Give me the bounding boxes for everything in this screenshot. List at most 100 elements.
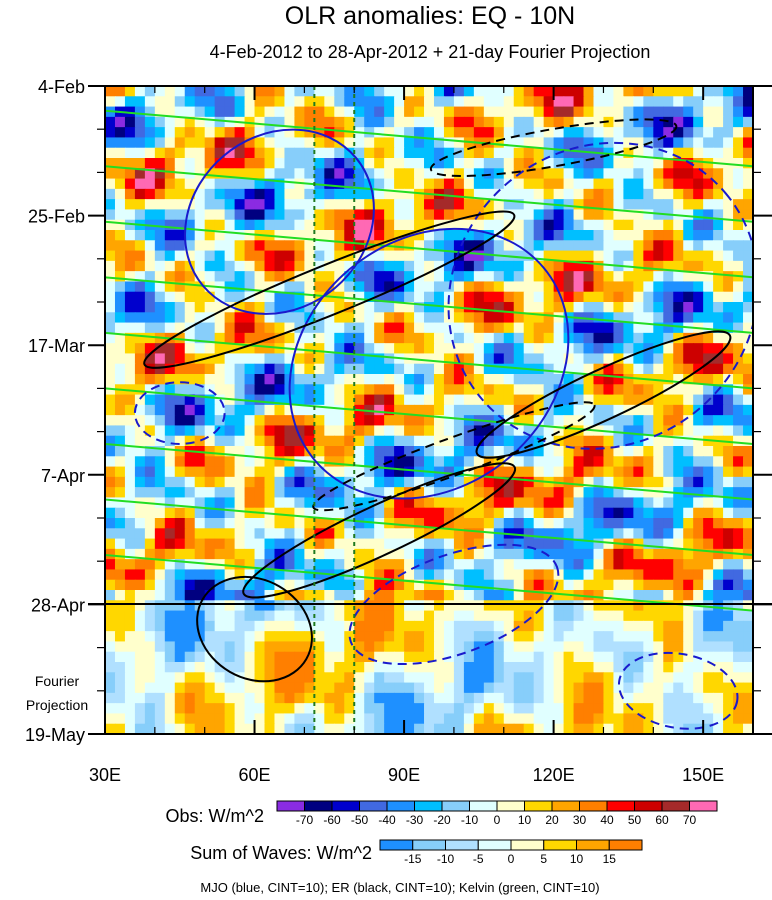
field-cell — [723, 271, 734, 283]
field-cell — [723, 620, 734, 632]
field-cell — [124, 569, 136, 581]
field-cell — [384, 332, 395, 344]
field-cell — [553, 435, 565, 447]
field-cell — [154, 363, 166, 375]
field-cell — [234, 487, 246, 499]
field-cell — [224, 250, 236, 262]
field-cell — [254, 723, 266, 734]
field-cell — [653, 260, 664, 272]
field-cell — [374, 219, 385, 231]
field-cell — [254, 641, 266, 653]
field-cell — [284, 466, 296, 478]
field-cell — [643, 631, 654, 643]
field-cell — [513, 579, 525, 591]
field-cell — [204, 713, 216, 725]
field-cell — [384, 178, 395, 190]
field-cell — [164, 662, 176, 673]
field-cell — [503, 86, 515, 97]
field-cell — [214, 168, 226, 180]
field-cell — [114, 425, 126, 437]
field-cell — [743, 353, 753, 365]
field-cell — [324, 374, 335, 385]
field-cell — [603, 302, 615, 313]
field-cell — [443, 230, 455, 241]
field-cell — [144, 435, 156, 447]
field-cell — [105, 209, 116, 221]
field-cell — [294, 425, 305, 437]
field-cell — [513, 86, 525, 97]
field-cell — [523, 610, 535, 622]
field-cell — [364, 435, 375, 447]
field-cell — [244, 497, 256, 509]
field-cell — [683, 435, 694, 447]
field-cell — [394, 548, 405, 560]
field-cell — [723, 518, 734, 529]
field-cell — [394, 466, 405, 478]
field-cell — [643, 209, 654, 221]
field-cell — [663, 641, 674, 653]
field-cell — [623, 703, 634, 715]
field-cell — [633, 476, 644, 488]
field-cell — [214, 476, 226, 488]
colorbar-level-label: -10 — [461, 813, 479, 827]
field-cell — [463, 96, 475, 108]
field-cell — [334, 374, 345, 385]
field-cell — [204, 528, 216, 540]
field-cell — [334, 631, 345, 643]
field-cell — [284, 291, 296, 303]
field-cell — [703, 353, 714, 365]
field-cell — [354, 271, 365, 283]
field-cell — [324, 240, 335, 252]
field-cell — [284, 487, 296, 499]
field-cell — [523, 332, 535, 344]
field-cell — [633, 250, 644, 262]
field-cell — [603, 641, 615, 653]
field-cell — [364, 672, 375, 684]
field-cell — [124, 178, 136, 190]
field-cell — [683, 353, 694, 365]
field-cell — [304, 692, 315, 704]
field-cell — [294, 703, 305, 715]
field-cell — [553, 332, 565, 344]
field-cell — [683, 240, 694, 252]
field-cell — [274, 579, 286, 591]
field-cell — [573, 343, 585, 355]
field-cell — [274, 404, 286, 416]
field-cell — [324, 631, 335, 643]
field-cell — [134, 548, 146, 560]
field-cell — [384, 662, 395, 673]
field-cell — [144, 312, 156, 324]
field-cell — [493, 651, 505, 663]
field-cell — [354, 178, 365, 190]
field-cell — [583, 106, 595, 118]
field-cell — [284, 446, 296, 457]
field-cell — [114, 96, 126, 108]
field-cell — [613, 353, 624, 365]
field-cell — [723, 713, 734, 725]
field-cell — [573, 394, 585, 406]
field-cell — [344, 374, 355, 385]
field-cell — [164, 610, 176, 622]
field-cell — [703, 415, 714, 427]
field-cell — [114, 662, 126, 673]
field-cell — [244, 209, 256, 221]
field-cell — [503, 384, 515, 396]
field-cell — [134, 476, 146, 488]
field-cell — [713, 250, 724, 262]
field-cell — [404, 703, 415, 715]
field-cell — [663, 271, 674, 283]
x-tick-label: 150E — [682, 765, 724, 785]
field-cell — [214, 692, 226, 704]
field-cell — [633, 456, 644, 468]
field-cell — [134, 209, 146, 221]
field-cell — [244, 302, 256, 313]
field-cell — [354, 374, 365, 385]
field-cell — [344, 569, 355, 581]
field-cell — [124, 312, 136, 324]
field-cell — [254, 415, 266, 427]
colorbar-level-label: 70 — [683, 813, 697, 827]
field-cell — [194, 188, 206, 200]
field-cell — [224, 631, 236, 643]
field-cell — [424, 569, 435, 581]
field-cell — [105, 116, 116, 128]
